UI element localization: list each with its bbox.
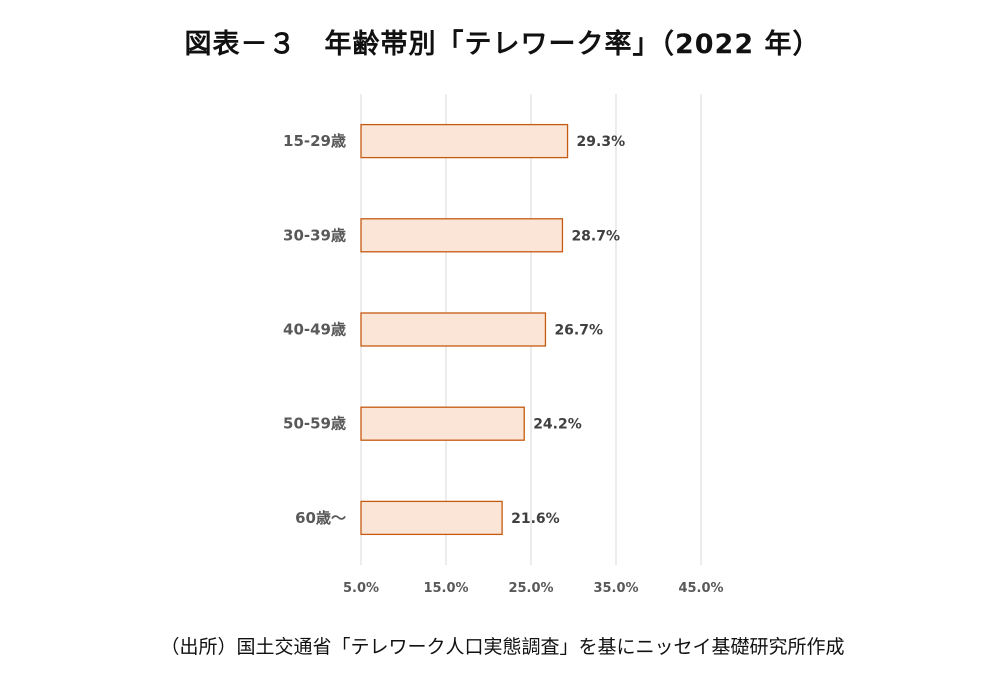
category-label: 30-39歳 bbox=[283, 226, 346, 244]
data-label: 26.7% bbox=[554, 323, 603, 339]
category-label: 50-59歳 bbox=[283, 415, 346, 433]
bars bbox=[360, 123, 569, 536]
data-label: 28.7% bbox=[571, 228, 620, 244]
x-tick-label: 5.0% bbox=[343, 581, 379, 596]
bar bbox=[360, 218, 564, 253]
category-label: 60歳～ bbox=[295, 509, 346, 527]
x-tick-label: 45.0% bbox=[678, 581, 723, 596]
chart-title: 図表－３ 年齢帯別「テレワーク率」（2022 年） bbox=[184, 29, 821, 60]
data-label: 29.3% bbox=[577, 134, 626, 150]
category-labels: 15-29歳 30-39歳 40-49歳 50-59歳 60歳～ bbox=[283, 132, 346, 527]
category-label: 40-49歳 bbox=[283, 321, 346, 339]
chart-source-note: （出所）国土交通省「テレワーク人口実態調査」を基にニッセイ基礎研究所作成 bbox=[160, 636, 845, 658]
bar bbox=[360, 312, 547, 347]
data-label: 24.2% bbox=[533, 417, 582, 433]
x-tick-label: 25.0% bbox=[508, 581, 553, 596]
category-label: 15-29歳 bbox=[283, 132, 346, 150]
data-labels: 29.3% 28.7% 26.7% 24.2% 21.6% bbox=[511, 134, 625, 527]
bar bbox=[360, 123, 569, 159]
x-axis-tick-labels: 5.0% 15.0% 25.0% 35.0% 45.0% bbox=[343, 581, 724, 596]
x-tick-label: 15.0% bbox=[423, 581, 468, 596]
bar bbox=[360, 500, 503, 536]
x-tick-label: 35.0% bbox=[593, 581, 638, 596]
bar bbox=[360, 406, 525, 441]
data-label: 21.6% bbox=[511, 511, 560, 527]
